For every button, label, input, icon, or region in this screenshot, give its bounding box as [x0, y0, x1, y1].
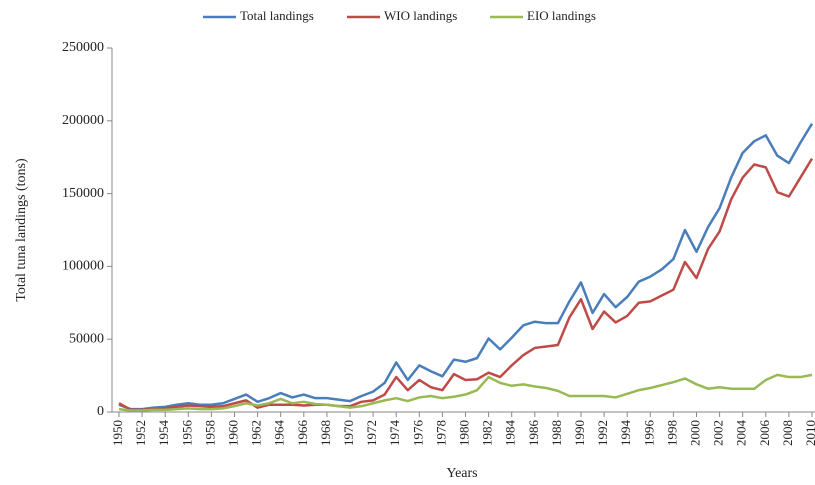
x-tick-label: 1970: [341, 420, 356, 446]
x-tick-label: 1954: [156, 420, 171, 447]
x-tick-label: 1956: [179, 420, 194, 447]
x-tick-label: 1966: [295, 420, 310, 447]
y-tick-label: 100000: [62, 259, 104, 274]
x-tick-label: 2006: [757, 420, 772, 447]
legend-label: Total landings: [240, 8, 314, 23]
x-tick-label: 1962: [249, 420, 264, 446]
y-tick-label: 200000: [62, 113, 104, 128]
y-tick-label: 250000: [62, 40, 104, 55]
data-line: [118, 373, 813, 412]
x-tick-label: 1972: [364, 420, 379, 446]
x-tick-label: 2010: [803, 420, 815, 446]
x-tick-label: 2000: [687, 420, 702, 446]
legend-label: EIO landings: [527, 8, 596, 23]
x-tick-label: 2002: [711, 420, 726, 446]
x-tick-label: 2008: [780, 420, 795, 446]
x-tick-label: 1980: [456, 420, 471, 446]
x-tick-label: 1974: [387, 420, 402, 447]
x-tick-label: 1978: [433, 420, 448, 446]
x-tick-label: 1996: [641, 420, 656, 447]
data-line: [118, 123, 814, 411]
x-tick-label: 1950: [110, 420, 125, 446]
x-tick-label: 1976: [410, 420, 425, 447]
x-tick-label: 1986: [526, 420, 541, 447]
x-tick-label: 1964: [272, 420, 287, 447]
y-tick-label: 50000: [69, 331, 104, 346]
x-tick-label: 1992: [595, 420, 610, 446]
x-tick-label: 1990: [572, 420, 587, 446]
x-tick-label: 1988: [549, 420, 564, 446]
x-tick-label: 1960: [225, 420, 240, 446]
x-tick-label: 1982: [480, 420, 495, 446]
legend-label: WIO landings: [384, 8, 457, 23]
x-tick-label: 2004: [734, 420, 749, 447]
x-tick-label: 1998: [664, 420, 679, 446]
x-tick-label: 1968: [318, 420, 333, 446]
y-tick-label: 0: [97, 404, 104, 419]
x-tick-label: 1984: [503, 420, 518, 447]
y-tick-label: 150000: [62, 186, 104, 201]
x-tick-label: 1994: [618, 420, 633, 447]
x-tick-label: 1958: [202, 420, 217, 446]
x-tick-label: 1952: [133, 420, 148, 446]
y-axis-title: Total tuna landings (tons): [14, 158, 29, 302]
data-line: [118, 158, 814, 412]
x-axis-title: Years: [446, 466, 477, 481]
